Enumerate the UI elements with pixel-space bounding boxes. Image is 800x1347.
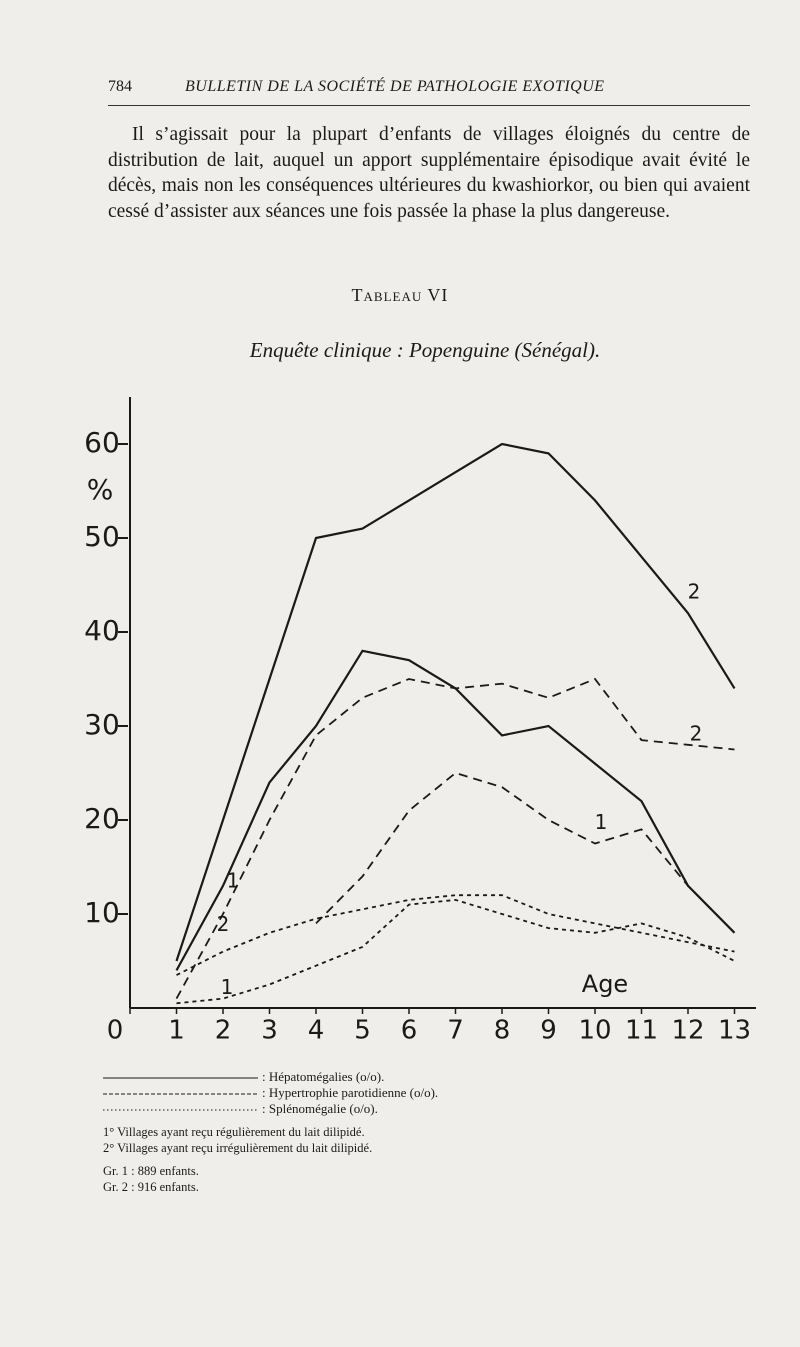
series-label: 2: [688, 580, 701, 604]
x-tick-label: 4: [308, 1016, 325, 1046]
group-size: Gr. 1 : 889 enfants.: [103, 1164, 199, 1178]
journal-title: BULLETIN DE LA SOCIÉTÉ DE PATHOLOGIE EXO…: [185, 78, 605, 95]
data-line: [175, 442, 736, 962]
note: 1° Villages ayant reçu régulièrement du …: [103, 1125, 365, 1139]
data-line: [315, 772, 736, 934]
table-label: Tableau VI: [351, 285, 449, 305]
x-tick-label: 12: [671, 1016, 704, 1046]
y-axis-label: %: [87, 473, 114, 506]
series-label: 1: [221, 975, 234, 999]
y-tick-label: 60: [84, 426, 120, 459]
series-label: 2: [217, 912, 230, 936]
x-tick-label: 10: [578, 1016, 611, 1046]
y-tick-label: 20: [84, 802, 120, 835]
legend-text: : Hypertrophie parotidienne (o/o).: [262, 1085, 438, 1100]
x-tick-label: 0: [107, 1016, 124, 1046]
y-tick-label: 40: [84, 614, 120, 647]
y-tick-label: 30: [84, 708, 120, 741]
data-line: [176, 894, 735, 976]
group-size: Gr. 2 : 916 enfants.: [103, 1180, 199, 1194]
x-tick-label: 11: [625, 1016, 658, 1046]
y-tick-label: 10: [84, 896, 120, 929]
x-tick-label: 7: [447, 1016, 464, 1046]
header-rule: [108, 105, 750, 106]
x-tick-label: 3: [261, 1016, 278, 1046]
chart-title: Enquête clinique : Popenguine (Sénégal).: [249, 338, 601, 362]
series-label: 1: [227, 868, 240, 892]
x-axis-label: Age: [582, 970, 628, 998]
series-label: 2: [690, 721, 703, 745]
data-line: [175, 649, 736, 971]
series-label: 1: [595, 810, 608, 834]
data-line: [176, 898, 735, 1005]
x-tick-label: 13: [718, 1016, 751, 1046]
legend-text: : Hépatomégalies (o/o).: [262, 1069, 384, 1084]
y-tick-label: 50: [84, 520, 120, 553]
x-tick-label: 9: [540, 1016, 557, 1046]
page-number: 784: [108, 78, 132, 95]
note: 2° Villages ayant reçu irrégulièrement d…: [103, 1141, 373, 1155]
data-line: [175, 677, 735, 1000]
x-tick-label: 5: [354, 1016, 371, 1046]
x-tick-label: 2: [215, 1016, 232, 1046]
paragraph: Il s’agissait pour la plupart d’enfants …: [108, 124, 750, 222]
x-tick-label: 6: [401, 1016, 418, 1046]
x-tick-label: 8: [494, 1016, 511, 1046]
legend-text: : Splénomégalie (o/o).: [262, 1101, 378, 1116]
x-tick-label: 1: [168, 1016, 185, 1046]
